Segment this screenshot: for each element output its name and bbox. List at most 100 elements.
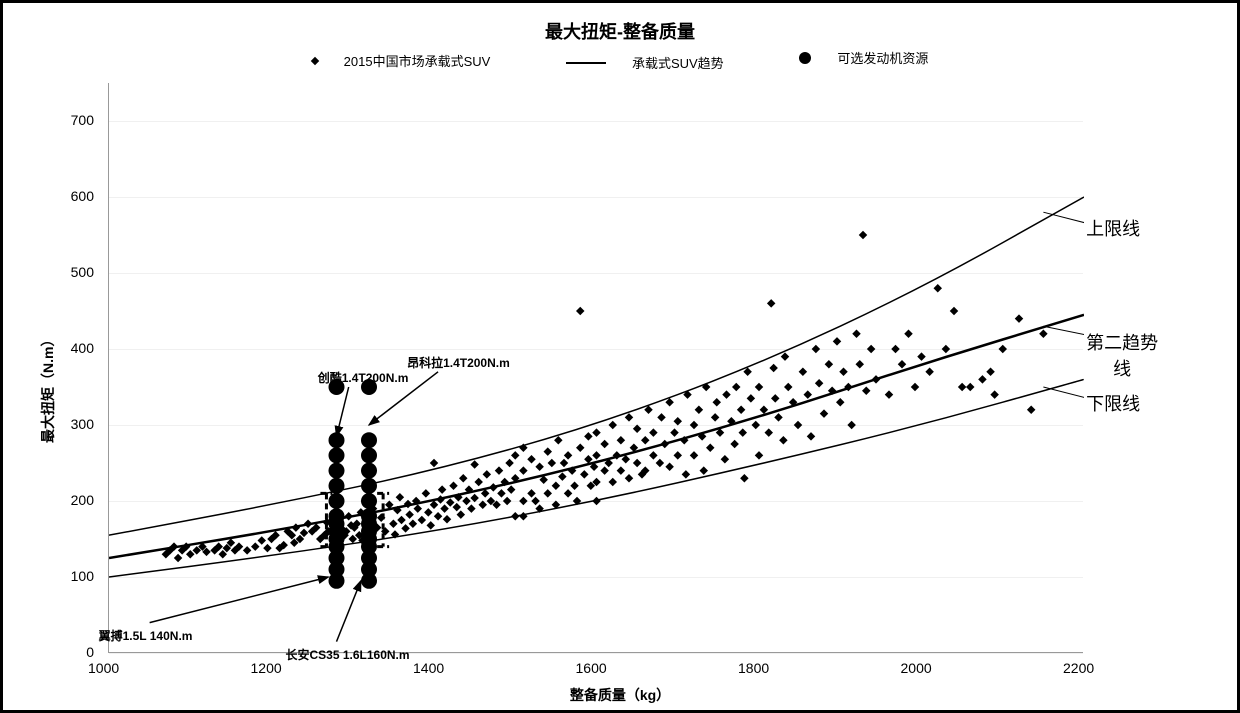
scatter-point — [815, 379, 823, 387]
legend-label: 承载式SUV趋势 — [632, 53, 724, 72]
scatter-point — [1015, 314, 1023, 322]
scatter-point — [507, 485, 515, 493]
scatter-point — [625, 413, 633, 421]
scatter-point — [657, 413, 665, 421]
scatter-point — [414, 504, 422, 512]
scatter-point — [722, 390, 730, 398]
scatter-point — [544, 489, 552, 497]
side-label: 第二趋势线 — [1086, 329, 1158, 381]
scatter-point — [467, 504, 475, 512]
x-axis-label: 整备质量（kg） — [3, 685, 1237, 705]
scatter-point — [867, 345, 875, 353]
engine-point — [361, 447, 377, 463]
scatter-point — [251, 542, 259, 550]
scatter-point — [682, 470, 690, 478]
scatter-point — [856, 360, 864, 368]
y-tick-label: 600 — [44, 188, 94, 204]
scatter-point — [592, 451, 600, 459]
scatter-point — [739, 428, 747, 436]
x-tick-label: 2200 — [1063, 660, 1094, 676]
scatter-point — [740, 474, 748, 482]
diamond-marker-icon — [310, 56, 318, 64]
gridline — [109, 653, 1083, 654]
scatter-point — [558, 472, 566, 480]
scatter-point — [737, 406, 745, 414]
annotation-label: 昂科拉1.4T200N.m — [407, 354, 510, 371]
chart-title: 最大扭矩-整备质量 — [3, 18, 1237, 44]
scatter-point — [752, 421, 760, 429]
side-label: 下限线 — [1086, 390, 1140, 416]
scatter-point — [958, 383, 966, 391]
scatter-point — [807, 432, 815, 440]
scatter-point — [690, 421, 698, 429]
scatter-point — [990, 390, 998, 398]
scatter-point — [721, 455, 729, 463]
scatter-point — [263, 544, 271, 552]
scatter-point — [552, 482, 560, 490]
scatter-point — [511, 451, 519, 459]
scatter-point — [609, 421, 617, 429]
scatter-point — [609, 478, 617, 486]
scatter-point — [804, 390, 812, 398]
scatter-point — [633, 425, 641, 433]
scatter-point — [859, 231, 867, 239]
scatter-point — [503, 497, 511, 505]
scatter-point — [836, 398, 844, 406]
y-tick-label: 200 — [44, 492, 94, 508]
scatter-point — [397, 516, 405, 524]
scatter-point — [570, 482, 578, 490]
scatter-point — [706, 444, 714, 452]
scatter-point — [554, 436, 562, 444]
annotation-label: 创酷1.4T200N.m — [318, 369, 409, 386]
legend-item-engine: 可选发动机资源 — [781, 48, 946, 67]
circle-marker-icon — [799, 52, 811, 64]
scatter-point — [548, 459, 556, 467]
scatter-point — [812, 345, 820, 353]
scatter-point — [891, 345, 899, 353]
scatter-point — [576, 444, 584, 452]
scatter-point — [449, 482, 457, 490]
x-tick-label: 1000 — [88, 660, 119, 676]
scatter-point — [674, 417, 682, 425]
scatter-point — [519, 466, 527, 474]
scatter-point — [633, 459, 641, 467]
scatter-point — [422, 489, 430, 497]
scatter-point — [430, 459, 438, 467]
scatter-point — [799, 368, 807, 376]
scatter-point — [495, 466, 503, 474]
scatter-point — [649, 451, 657, 459]
scatter-point — [527, 455, 535, 463]
scatter-point — [765, 428, 773, 436]
scatter-point — [885, 390, 893, 398]
scatter-point — [1039, 330, 1047, 338]
scatter-point — [462, 497, 470, 505]
scatter-point — [656, 459, 664, 467]
x-tick-label: 1800 — [738, 660, 769, 676]
scatter-point — [592, 428, 600, 436]
scatter-point — [243, 546, 251, 554]
scatter-point — [427, 521, 435, 529]
scatter-point — [440, 504, 448, 512]
scatter-point — [174, 554, 182, 562]
scatter-point — [917, 352, 925, 360]
annotation-label: 翼搏1.5L 140N.m — [99, 627, 193, 644]
scatter-point — [784, 383, 792, 391]
leader-line — [1043, 326, 1084, 335]
scatter-point — [641, 436, 649, 444]
legend-label: 可选发动机资源 — [837, 48, 928, 67]
legend: 2015中国市场承载式SUV 承载式SUV趋势 可选发动机资源 — [3, 48, 1237, 72]
scatter-point — [434, 512, 442, 520]
y-tick-label: 300 — [44, 416, 94, 432]
x-tick-label: 1600 — [576, 660, 607, 676]
scatter-point — [479, 501, 487, 509]
scatter-point — [862, 387, 870, 395]
scatter-point — [950, 307, 958, 315]
scatter-point — [405, 510, 413, 518]
scatter-point — [531, 497, 539, 505]
scatter-point — [396, 493, 404, 501]
scatter-point — [600, 440, 608, 448]
scatter-point — [755, 451, 763, 459]
scatter-point — [584, 432, 592, 440]
scatter-point — [847, 421, 855, 429]
scatter-point — [544, 447, 552, 455]
